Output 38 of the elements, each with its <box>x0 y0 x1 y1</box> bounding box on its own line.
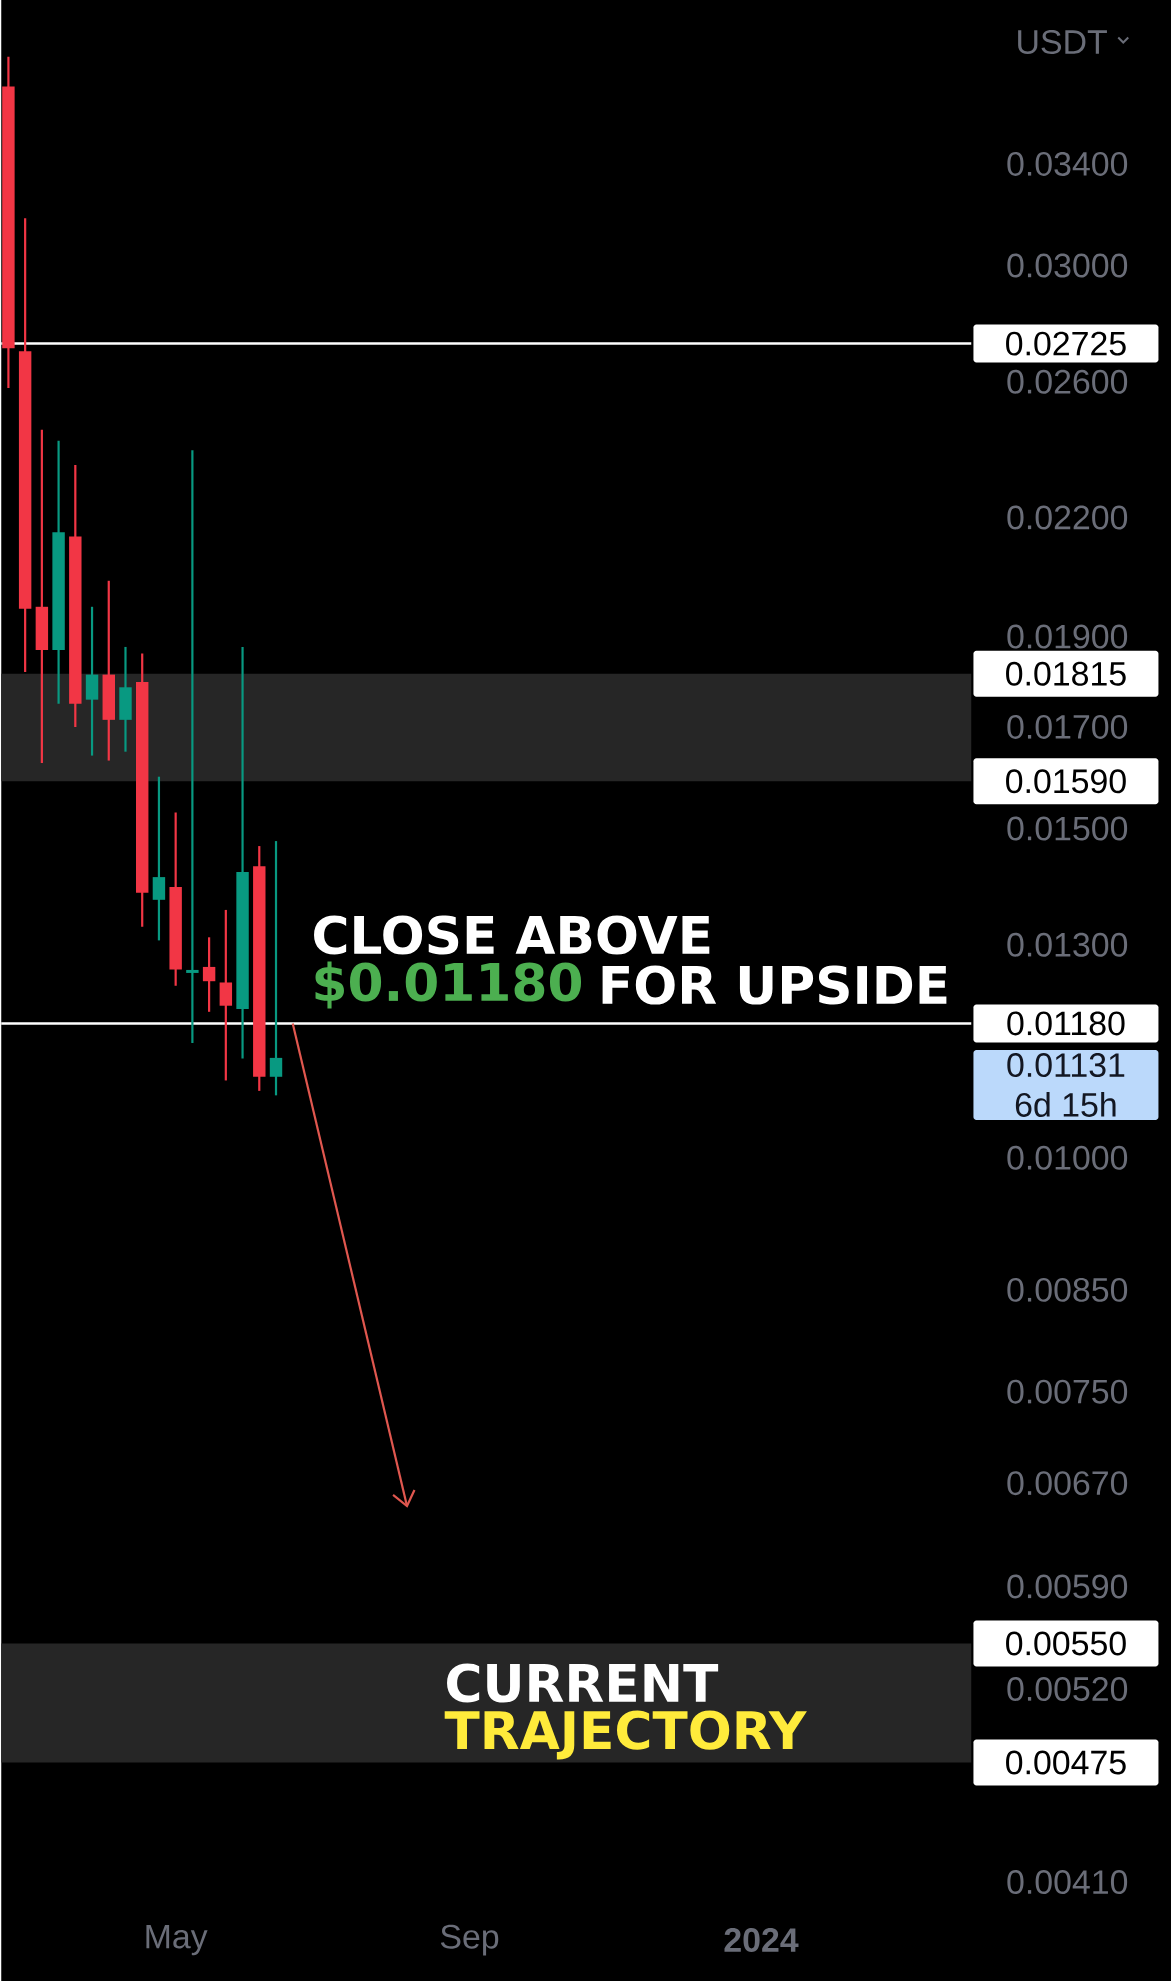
text: 0.01131 <box>1007 1053 1125 1078</box>
text: 0.01590 <box>1005 769 1126 794</box>
ref-line-label: 0.02725 <box>1005 331 1126 356</box>
y-tick-label: 0.00850 <box>1007 1277 1128 1302</box>
y-tick-label: 0.01300 <box>1007 932 1128 957</box>
candlestick <box>186 449 199 1045</box>
annotation: FOR UPSIDE <box>602 965 947 1005</box>
annotation: CLOSE ABOVE <box>313 915 710 955</box>
annotation: $0.01180 <box>315 961 581 1009</box>
y-tick-label: 0.01000 <box>1007 1145 1128 1170</box>
y-axis-title: USDT <box>1018 30 1107 54</box>
ref-line-label: 0.01180 <box>1007 1011 1125 1036</box>
text: 6d 15h <box>1015 1092 1116 1117</box>
annotation: CURRENT <box>446 1663 719 1703</box>
y-tick-label: 0.00410 <box>1007 1870 1128 1895</box>
y-tick-label: 0.00670 <box>1007 1471 1128 1496</box>
y-tick-label: 0.00590 <box>1007 1574 1128 1599</box>
y-tick-label: 0.02200 <box>1007 505 1128 530</box>
y-tick-label: 0.00750 <box>1007 1379 1128 1404</box>
candlestick <box>269 839 283 1097</box>
y-tick-label: 0.01900 <box>1007 624 1128 649</box>
candlestick <box>35 428 48 765</box>
y-tick-label: 0.03000 <box>1007 253 1128 278</box>
y-tick-label: 0.01500 <box>1007 816 1128 841</box>
candlestick <box>202 936 216 1013</box>
y-tick-label: 0.00520 <box>1007 1677 1128 1701</box>
x-tick-label: Sep <box>440 1924 499 1956</box>
x-tick-label: May <box>146 1924 208 1956</box>
candlestick <box>152 775 166 942</box>
annotation: TRAJECTORY <box>444 1710 807 1760</box>
text: 0.00475 <box>1005 1750 1126 1775</box>
candlestick <box>219 908 232 1082</box>
text: 0.00550 <box>1005 1631 1126 1656</box>
y-tick-label: 0.01700 <box>1007 714 1128 739</box>
y-tick-label: 0.03400 <box>1007 151 1128 176</box>
x-tick-label: 2024 <box>724 1928 799 1953</box>
text: 0.01815 <box>1005 661 1126 686</box>
y-tick-label: 0.02600 <box>1007 369 1128 394</box>
